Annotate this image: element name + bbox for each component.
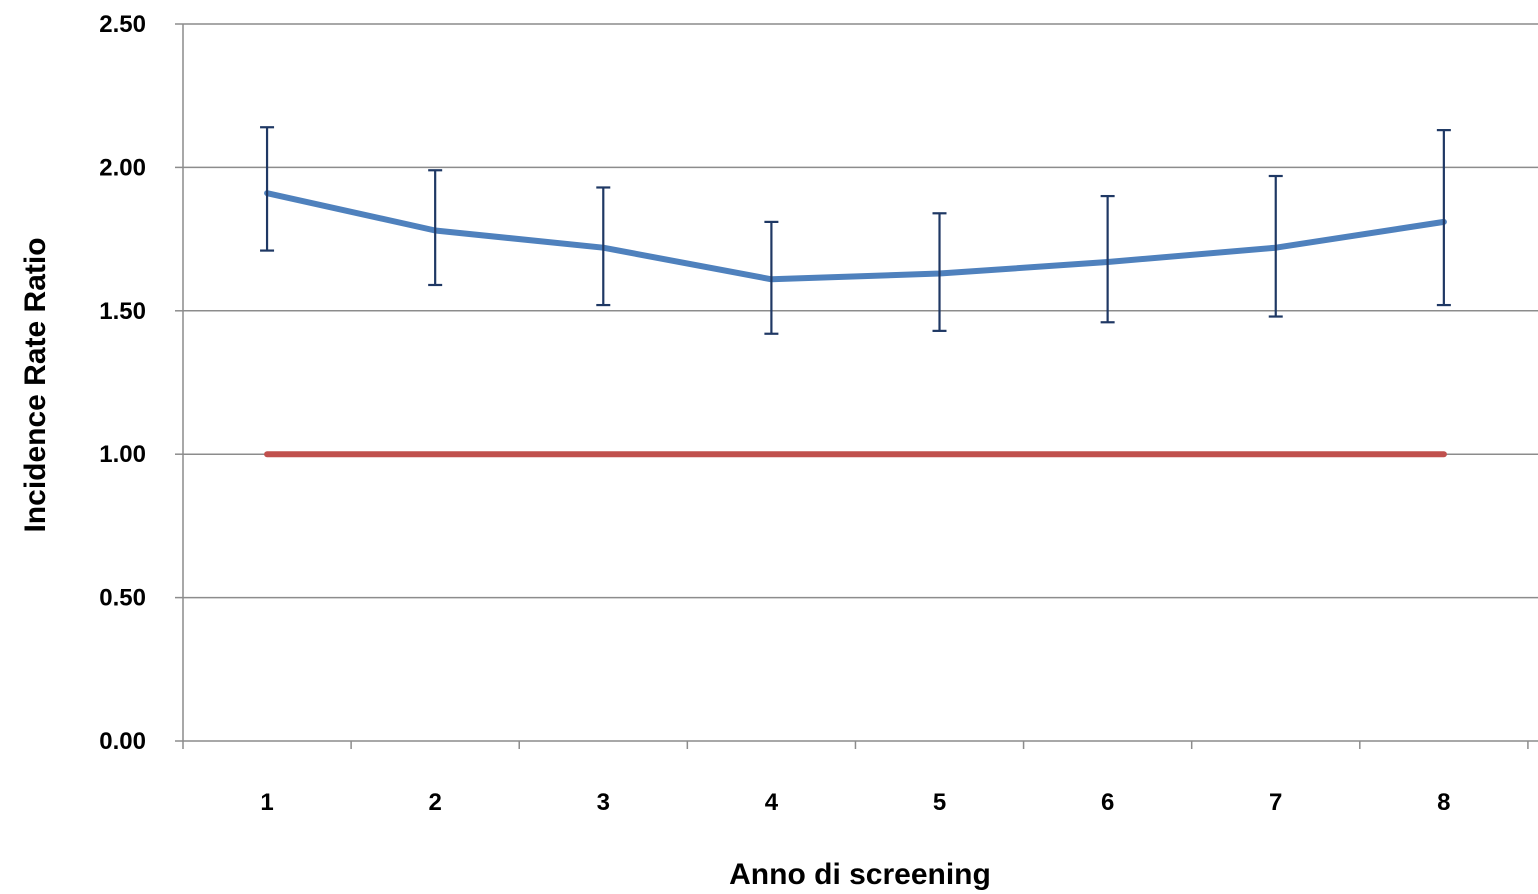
plot-area [260, 126, 1451, 458]
y-tick-label: 2.50 [99, 11, 146, 38]
x-tick-label: 2 [428, 789, 441, 816]
y-tick-label: 1.50 [99, 298, 146, 325]
tick-labels: 0.00 0.50 1.00 1.50 2.00 2.50 1 2 3 4 5 6 7 8 [99, 11, 1450, 816]
gridlines [183, 23, 1538, 599]
x-tick-label: 7 [1269, 789, 1282, 816]
x-tick-label: 8 [1437, 789, 1450, 816]
x-tick-label: 5 [933, 789, 946, 816]
x-tick-label: 6 [1101, 789, 1114, 816]
x-tick-label: 1 [260, 789, 273, 816]
x-tick-label: 4 [765, 789, 779, 816]
y-axis-title: Incidence Rate Ratio [19, 237, 52, 532]
y-tick-label: 2.00 [99, 154, 146, 181]
y-tick-label: 0.00 [99, 728, 146, 755]
series-line-1 [264, 190, 1447, 283]
x-axis-title: Anno di screening [729, 858, 991, 891]
y-tick-label: 1.00 [99, 441, 146, 468]
x-tick-label: 3 [597, 789, 610, 816]
y-tick-label: 0.50 [99, 585, 146, 612]
axes [175, 23, 1538, 749]
